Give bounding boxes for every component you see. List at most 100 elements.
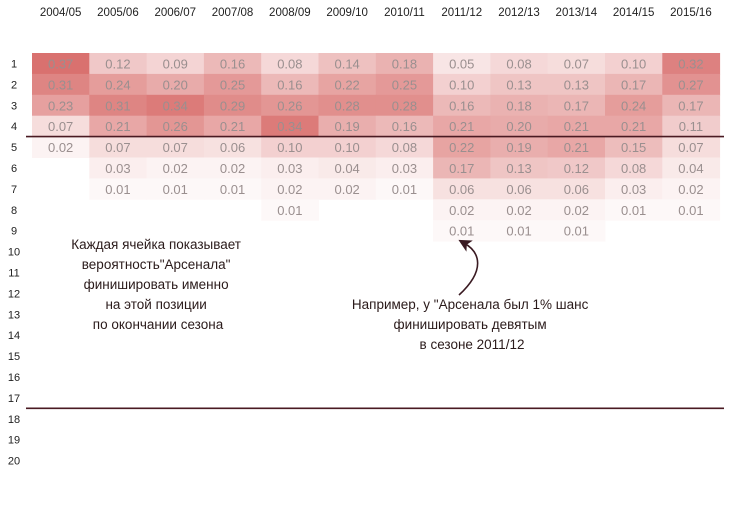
cell-value-label: 0.08 (621, 161, 646, 176)
cell-value-label: 0.13 (564, 77, 589, 92)
cell-value-label: 0.21 (564, 119, 589, 134)
cell-value-label: 0.01 (105, 182, 130, 197)
heatmap-cell (146, 73, 205, 96)
column-label: 2010/11 (384, 7, 425, 19)
heatmap-cell (261, 136, 319, 158)
heatmap-cell (547, 94, 606, 117)
cell-value-label: 0.16 (392, 119, 417, 134)
row-label: 20 (8, 456, 20, 468)
row-label: 11 (8, 267, 19, 279)
heatmap-cell (605, 157, 663, 179)
cell-value-label: 0.07 (163, 140, 188, 155)
heatmap-cell (146, 136, 205, 158)
cell-value-label: 0.07 (564, 56, 589, 71)
cell-value-label: 0.10 (449, 77, 474, 92)
heatmap-cell (203, 94, 262, 117)
cell-value-label: 0.31 (48, 77, 73, 92)
heatmap-cell (490, 73, 549, 96)
heatmap-cell (490, 178, 549, 200)
heatmap-cell (547, 220, 606, 242)
heatmap-cell (433, 94, 491, 117)
heatmap-cell (490, 136, 549, 158)
heatmap-cell (318, 53, 377, 75)
row-label: 5 (11, 142, 17, 154)
row-label: 18 (8, 414, 20, 426)
heatmap-cell (318, 94, 377, 117)
cell-value-label: 0.22 (449, 140, 474, 155)
heatmap-cell (662, 157, 721, 179)
heatmap-cell (318, 157, 377, 179)
heatmap-cell (203, 178, 262, 200)
cell-value-label: 0.25 (220, 77, 245, 92)
cell-value-label: 0.06 (506, 182, 531, 197)
heatmap-cell (89, 136, 148, 158)
cell-value-label: 0.22 (334, 77, 359, 92)
heatmap-cell (433, 178, 491, 200)
cell-value-label: 0.01 (564, 224, 589, 239)
heatmap-cell (89, 53, 148, 75)
cell-value-label: 0.04 (678, 161, 703, 176)
cell-value-label: 0.02 (48, 140, 73, 155)
example-line: Например, у "Арсенала был 1% шанс (352, 297, 589, 312)
row-label: 14 (8, 330, 20, 342)
heatmap-cell (375, 94, 434, 117)
cell-value-label: 0.02 (564, 203, 589, 218)
cell-value-label: 0.10 (277, 140, 302, 155)
cell-value-label: 0.06 (449, 182, 474, 197)
heatmap-cell (433, 73, 491, 96)
cell-value-label: 0.02 (506, 203, 531, 218)
explanation-line: на этой позиции (105, 297, 206, 312)
heatmap-cell (490, 199, 549, 221)
heatmap-cell (605, 53, 663, 75)
cell-value-label: 0.01 (678, 203, 703, 218)
cell-value-label: 0.04 (334, 161, 359, 176)
cell-value-label: 0.03 (105, 161, 130, 176)
row-label: 12 (8, 288, 20, 300)
cell-value-label: 0.10 (621, 56, 646, 71)
heatmap-cell (547, 136, 606, 158)
cell-value-label: 0.02 (334, 182, 359, 197)
example-line: в сезоне 2011/12 (420, 337, 525, 352)
cell-value-label: 0.37 (48, 56, 73, 71)
cell-value-label: 0.12 (105, 56, 130, 71)
row-label: 6 (11, 163, 17, 175)
cell-value-label: 0.17 (621, 77, 646, 92)
column-label: 2009/10 (326, 7, 368, 19)
heatmap-cell (89, 157, 148, 179)
row-label: 7 (11, 184, 17, 196)
heatmap-cell (261, 73, 319, 96)
row-label: 13 (8, 309, 20, 321)
column-label: 2007/08 (212, 7, 254, 19)
heatmap-cell (261, 94, 319, 117)
row-label: 4 (11, 121, 17, 133)
heatmap-cell (547, 199, 606, 221)
heatmap-cell (490, 157, 549, 179)
cell-value-label: 0.10 (334, 140, 359, 155)
heatmap-cell (547, 53, 606, 75)
threshold-lines (26, 135, 724, 410)
heatmap-cell (605, 115, 663, 138)
cell-value-label: 0.11 (679, 119, 703, 134)
heatmap-cell (203, 115, 262, 138)
cell-value-label: 0.07 (48, 119, 73, 134)
heatmap-cell (261, 157, 319, 179)
explanation-line: по окончании сезона (93, 317, 224, 332)
explanation-line: вероятность"Арсенала" (82, 257, 231, 272)
cell-value-label: 0.27 (678, 77, 703, 92)
heatmap-cell (433, 136, 491, 158)
heatmap-cell (547, 157, 606, 179)
row-label: 15 (8, 351, 20, 363)
cell-value-label: 0.17 (564, 98, 589, 113)
cell-value-label: 0.01 (506, 224, 531, 239)
column-label: 2012/13 (498, 7, 540, 19)
cell-value-label: 0.03 (277, 161, 302, 176)
heatmap-cell (318, 115, 377, 138)
row-label: 16 (8, 372, 20, 384)
column-label: 2015/16 (670, 7, 712, 19)
column-label: 2013/14 (556, 7, 598, 19)
cell-value-label: 0.09 (163, 56, 188, 71)
heatmap-cell (375, 178, 434, 200)
heatmap-cell (662, 115, 721, 138)
